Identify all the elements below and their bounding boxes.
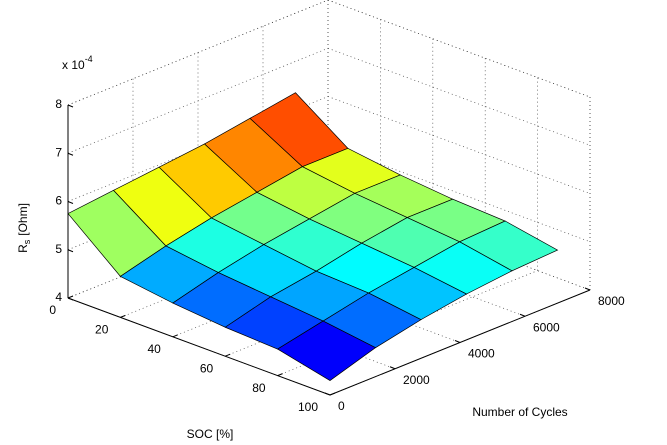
z-multiplier: x 10-4	[62, 54, 93, 72]
grid-line	[327, 144, 591, 243]
y-tick	[389, 366, 396, 370]
z-tick	[67, 152, 74, 156]
z-tick	[67, 249, 74, 253]
z-label-main: R	[16, 244, 30, 253]
y-tick	[584, 287, 591, 291]
z-tick	[67, 297, 74, 301]
grid-line	[327, 47, 591, 146]
z-multiplier-exponent: -4	[85, 54, 93, 64]
x-tick	[277, 373, 283, 377]
y-tick-label: 8000	[598, 294, 625, 308]
x-axis-label: SOC [%]	[187, 427, 234, 441]
z-axis-label: Rs [Ohm]	[16, 203, 32, 253]
x-tick	[67, 295, 74, 299]
z-multiplier-text: x 10	[62, 58, 85, 72]
y-tick	[519, 313, 526, 317]
y-tick	[454, 340, 461, 343]
z-tick-label: 5	[55, 242, 62, 256]
x-tick	[172, 334, 178, 338]
grid-line	[327, 0, 591, 98]
y-tick-label: 2000	[403, 373, 430, 387]
x-tick-label: 40	[147, 342, 161, 356]
z-tick-label: 7	[55, 145, 62, 159]
x-tick	[120, 314, 126, 318]
z-tick	[67, 201, 74, 204]
z-tick-label: 6	[55, 194, 62, 208]
x-tick-label: 0	[49, 303, 56, 317]
z-label-rest: [Ohm]	[16, 203, 30, 236]
grid-line	[262, 218, 526, 317]
x-tick-label: 100	[298, 400, 318, 414]
grid-line	[327, 192, 591, 291]
z-tick	[67, 104, 74, 108]
grid-line	[67, 47, 329, 154]
z-tick-label: 4	[55, 290, 62, 304]
x-tick	[329, 392, 336, 396]
x-axis-line	[67, 297, 331, 396]
grid-line	[197, 245, 461, 343]
y-tick	[324, 392, 331, 396]
x-tick-label: 20	[95, 323, 109, 337]
box-edge	[327, 0, 591, 98]
z-tick-label: 8	[55, 97, 62, 111]
x-tick	[225, 353, 231, 357]
y-axis-label: Number of Cycles	[472, 405, 567, 419]
y-tick-label: 0	[338, 399, 345, 413]
x-tick-label: 60	[200, 361, 214, 375]
y-tick-label: 6000	[533, 320, 560, 334]
z-label-sub: s	[22, 239, 32, 244]
surface-patch	[276, 320, 377, 381]
x-tick-label: 80	[252, 381, 266, 395]
y-tick-label: 4000	[468, 347, 495, 361]
box-edge	[67, 0, 329, 106]
grid-line	[327, 96, 591, 194]
